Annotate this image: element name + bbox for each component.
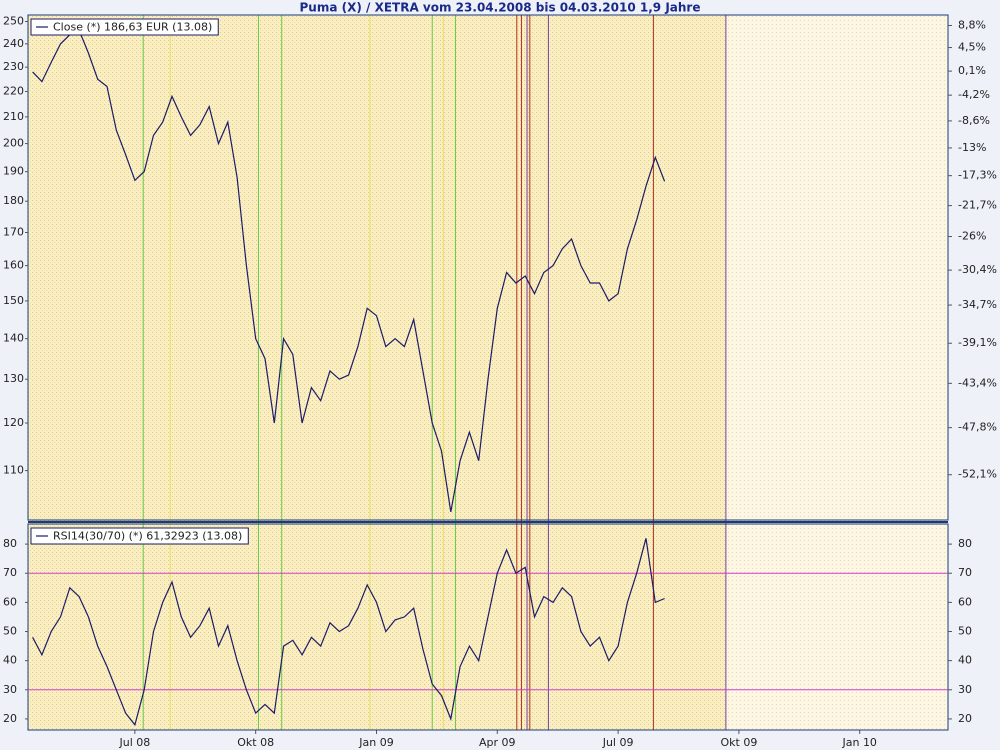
chart-layer: Jul 08 Okt 08 Jan 09 Apr 09 Jul 09 Okt 09 Jan … bbox=[3, 14, 997, 749]
y-tick-label: 190 bbox=[3, 165, 24, 178]
y-tick-label-right: 80 bbox=[958, 537, 972, 550]
plot-area-future bbox=[726, 15, 948, 730]
y2-tick-label: -47,8% bbox=[958, 421, 997, 434]
legend-box bbox=[30, 18, 219, 36]
y2-tick-label: 0,1% bbox=[958, 64, 986, 77]
y-tick-label: 20 bbox=[3, 712, 17, 725]
series-line bbox=[32, 29, 666, 513]
y-tick-label: 250 bbox=[3, 15, 24, 28]
x-tick-label: Jan 10 bbox=[841, 736, 876, 749]
y2-tick-label: -43,4% bbox=[958, 376, 997, 389]
y2-tick-label: -39,1% bbox=[958, 336, 997, 349]
y2-tick-label: -4,2% bbox=[958, 88, 990, 101]
series-line bbox=[32, 538, 665, 727]
y-tick-label: 220 bbox=[3, 84, 24, 97]
y-tick-label: 40 bbox=[3, 654, 17, 667]
x-tick-label: Okt 08 bbox=[237, 736, 274, 749]
y-tick-label: 170 bbox=[3, 225, 24, 238]
y-tick-label-right: 20 bbox=[958, 712, 972, 725]
legend-box bbox=[30, 527, 249, 545]
y-tick-label: 200 bbox=[3, 137, 24, 150]
y2-tick-label: -13% bbox=[958, 141, 986, 154]
y-tick-label-right: 50 bbox=[958, 625, 972, 638]
y2-tick-label: -34,7% bbox=[958, 298, 997, 311]
y2-tick-label: -26% bbox=[958, 230, 986, 243]
y2-tick-label: -52,1% bbox=[958, 468, 997, 481]
y-tick-label: 240 bbox=[3, 37, 24, 50]
y-tick-label: 150 bbox=[3, 294, 24, 307]
y-tick-label: 60 bbox=[3, 595, 17, 608]
y-tick-label-right: 70 bbox=[958, 566, 972, 579]
y-tick-label: 210 bbox=[3, 110, 24, 123]
y-tick-label: 30 bbox=[3, 683, 17, 696]
y-tick-label: 110 bbox=[3, 464, 24, 477]
legend-label: Close (*) 186,63 EUR (13.08) bbox=[53, 21, 212, 34]
y-tick-label: 180 bbox=[3, 194, 24, 207]
panel-frame bbox=[27, 523, 949, 731]
y-tick-label: 70 bbox=[3, 566, 17, 579]
x-tick-label: Jan 09 bbox=[358, 736, 393, 749]
y-tick-label: 120 bbox=[3, 416, 24, 429]
y-tick-label-right: 30 bbox=[958, 683, 972, 696]
y-tick-label: 140 bbox=[3, 332, 24, 345]
y-tick-label: 130 bbox=[3, 372, 24, 385]
x-tick-label: Jul 09 bbox=[602, 736, 634, 749]
y-tick-label-right: 40 bbox=[958, 654, 972, 667]
y2-tick-label: 8,8% bbox=[958, 18, 986, 31]
x-tick-label: Apr 09 bbox=[479, 736, 516, 749]
y2-tick-label: -30,4% bbox=[958, 263, 997, 276]
y-tick-label-right: 60 bbox=[958, 595, 972, 608]
y-tick-label: 80 bbox=[3, 537, 17, 550]
x-tick-label: Jul 08 bbox=[118, 736, 150, 749]
x-tick-label: Okt 09 bbox=[720, 736, 757, 749]
y2-tick-label: -8,6% bbox=[958, 114, 990, 127]
chart-title: Puma (X) / XETRA vom 23.04.2008 bis 04.0… bbox=[300, 1, 701, 15]
y2-tick-label: 4,5% bbox=[958, 41, 986, 54]
y-tick-label: 160 bbox=[3, 259, 24, 272]
legend-label: RSI14(30/70) (*) 61,32923 (13.08) bbox=[53, 530, 242, 543]
y2-tick-label: -21,7% bbox=[958, 199, 997, 212]
panel-frame bbox=[27, 14, 949, 521]
y2-tick-label: -17,3% bbox=[958, 169, 997, 182]
y-tick-label: 50 bbox=[3, 625, 17, 638]
y-tick-label: 230 bbox=[3, 60, 24, 73]
